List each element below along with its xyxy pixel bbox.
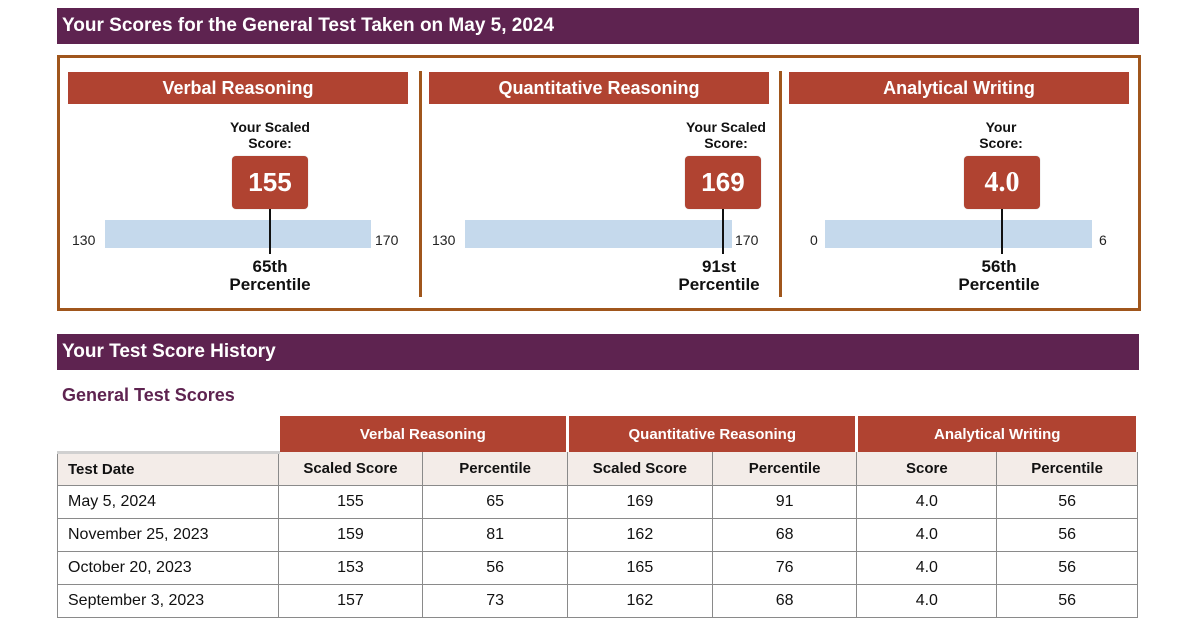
cell-verbal-scaled: 159 [277, 517, 424, 552]
score-label-line1: Your [985, 119, 1017, 135]
percentile-label: 65th Percentile [200, 258, 340, 294]
cell-verbal-percentile: 73 [422, 583, 569, 618]
scale-min: 130 [72, 232, 96, 248]
column-header-verbal-scaled: Scaled Score [277, 452, 424, 486]
cell-quant-scaled: 169 [567, 484, 713, 519]
table-column-header-row: Test Date Scaled Score Percentile Scaled… [57, 452, 1138, 486]
score-history-banner: Your Test Score History [57, 334, 1139, 370]
cell-verbal-scaled: 155 [277, 484, 424, 519]
score-label: Your Scaled Score: [656, 119, 796, 151]
percentile-word: Percentile [958, 275, 1040, 294]
cell-quant-percentile: 76 [711, 550, 858, 585]
cell-writing-percentile: 56 [996, 517, 1138, 552]
scale-min: 0 [810, 232, 818, 248]
table-row: September 3, 2023 157 73 162 68 4.0 56 [57, 583, 1138, 618]
score-label-line1: Your Scaled [230, 119, 310, 135]
score-marker [722, 209, 724, 254]
score-label-line1: Your Scaled [686, 119, 766, 135]
cell-verbal-percentile: 65 [422, 484, 569, 519]
cell-quant-scaled: 165 [567, 550, 713, 585]
scale-max: 170 [375, 232, 399, 248]
table-row: November 25, 2023 159 81 162 68 4.0 56 [57, 517, 1138, 552]
score-label-line2: Score: [704, 135, 748, 151]
table-row: May 5, 2024 155 65 169 91 4.0 56 [57, 484, 1138, 519]
cell-quant-percentile: 68 [711, 517, 858, 552]
percentile-value: 91st [701, 257, 737, 276]
analytical-writing-header: Analytical Writing [789, 72, 1129, 104]
cell-quant-scaled: 162 [567, 583, 713, 618]
general-test-scores-title: General Test Scores [62, 385, 235, 405]
score-scale-bar [105, 220, 371, 248]
quantitative-reasoning-header: Quantitative Reasoning [429, 72, 769, 104]
score-scale-bar [825, 220, 1092, 248]
scale-max: 6 [1099, 232, 1107, 248]
cell-quant-percentile: 91 [711, 484, 858, 519]
scale-min: 130 [432, 232, 456, 248]
cell-quant-percentile: 68 [711, 583, 858, 618]
cell-quant-scaled: 162 [567, 517, 713, 552]
percentile-value: 56th [981, 257, 1017, 276]
score-marker [1001, 209, 1003, 254]
score-label-line2: Score: [979, 135, 1023, 151]
column-header-writing-percentile: Percentile [996, 452, 1138, 486]
cell-verbal-scaled: 157 [277, 583, 424, 618]
score-history-table: Verbal Reasoning Quantitative Reasoning … [57, 416, 1139, 618]
analytical-writing-panel: Analytical Writing Your Score: 4.0 0 6 5… [781, 58, 1129, 308]
panel-divider [419, 71, 422, 297]
column-header-quant-percentile: Percentile [711, 452, 858, 486]
column-header-writing-score: Score [856, 452, 998, 486]
cell-writing-score: 4.0 [856, 550, 998, 585]
column-header-verbal-percentile: Percentile [422, 452, 569, 486]
column-header-quant-scaled: Scaled Score [567, 452, 713, 486]
percentile-word: Percentile [678, 275, 760, 294]
verbal-reasoning-panel: Verbal Reasoning Your Scaled Score: 155 … [60, 58, 408, 308]
cell-test-date: September 3, 2023 [57, 583, 279, 618]
cell-verbal-percentile: 56 [422, 550, 569, 585]
score-marker [269, 209, 271, 254]
percentile-word: Percentile [229, 275, 311, 294]
cell-verbal-percentile: 81 [422, 517, 569, 552]
table-row: October 20, 2023 153 56 165 76 4.0 56 [57, 550, 1138, 585]
cell-test-date: November 25, 2023 [57, 517, 279, 552]
cell-writing-score: 4.0 [856, 583, 998, 618]
cell-writing-score: 4.0 [856, 517, 998, 552]
current-scores-panel: Verbal Reasoning Your Scaled Score: 155 … [57, 55, 1141, 311]
table-group-header-row: Verbal Reasoning Quantitative Reasoning … [57, 416, 1139, 454]
percentile-label: 56th Percentile [929, 258, 1069, 294]
percentile-label: 91st Percentile [649, 258, 789, 294]
cell-writing-percentile: 56 [996, 583, 1138, 618]
group-header-quantitative: Quantitative Reasoning [566, 416, 859, 452]
score-label: Your Score: [931, 119, 1071, 151]
verbal-score-badge: 155 [232, 156, 308, 209]
cell-test-date: October 20, 2023 [57, 550, 279, 585]
score-label-line2: Score: [248, 135, 292, 151]
scale-max: 170 [735, 232, 759, 248]
group-header-verbal: Verbal Reasoning [276, 416, 570, 452]
column-header-test-date: Test Date [57, 452, 279, 486]
cell-verbal-scaled: 153 [277, 550, 424, 585]
quantitative-reasoning-panel: Quantitative Reasoning Your Scaled Score… [421, 58, 769, 308]
cell-writing-percentile: 56 [996, 550, 1138, 585]
verbal-reasoning-header: Verbal Reasoning [68, 72, 408, 104]
writing-score-badge: 4.0 [964, 156, 1040, 209]
group-header-blank [57, 416, 279, 454]
panel-divider [779, 71, 782, 297]
score-label: Your Scaled Score: [200, 119, 340, 151]
quantitative-score-badge: 169 [685, 156, 761, 209]
cell-writing-percentile: 56 [996, 484, 1138, 519]
percentile-value: 65th [252, 257, 288, 276]
group-header-writing: Analytical Writing [855, 416, 1139, 452]
cell-writing-score: 4.0 [856, 484, 998, 519]
scores-banner-title: Your Scores for the General Test Taken o… [57, 8, 1139, 44]
score-scale-bar [465, 220, 732, 248]
cell-test-date: May 5, 2024 [57, 484, 279, 519]
